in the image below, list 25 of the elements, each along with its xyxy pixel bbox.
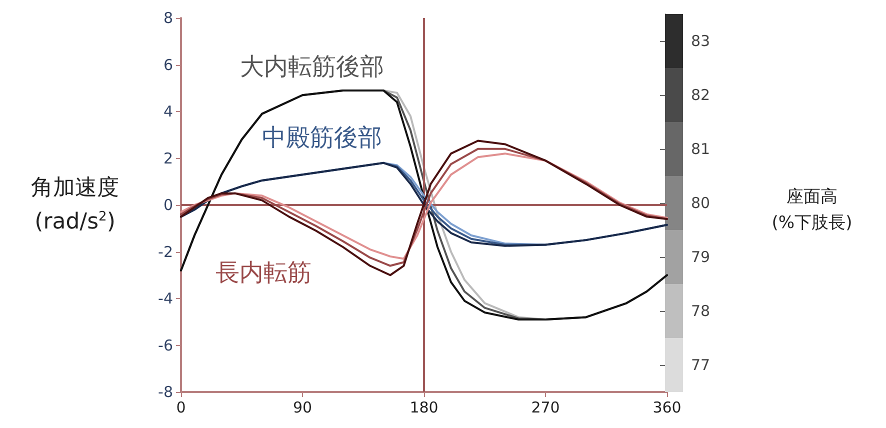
x-tick-label: 90 <box>292 398 312 416</box>
y-tick-label: 2 <box>163 149 173 168</box>
color-bar-label: 80 <box>691 194 710 212</box>
y-tick-label: -2 <box>158 242 173 261</box>
y-tick-label: 8 <box>163 9 173 27</box>
x-tick-label: 360 <box>652 398 682 416</box>
y-tick-label: 0 <box>163 196 173 214</box>
color-bar-title: 座面高 (%下肢長) <box>772 187 852 233</box>
color-bar-label: 81 <box>691 140 710 158</box>
color-bar-label: 82 <box>691 86 710 104</box>
y-tick-label: 4 <box>163 102 173 120</box>
color-bar-label: 83 <box>691 32 710 50</box>
y-tick-label: -6 <box>158 336 173 354</box>
y-tick-label: -4 <box>158 290 173 308</box>
y-tick-label: -8 <box>158 383 173 401</box>
color-bar-label: 77 <box>691 356 710 374</box>
color-bar-label: 79 <box>691 248 710 266</box>
annotation: 長内転筋 <box>216 258 312 286</box>
color-bar-label: 78 <box>691 302 710 320</box>
x-tick-label: 180 <box>410 398 438 416</box>
annotation: 中殿筋後部 <box>262 124 382 152</box>
annotation: 大内転筋後部 <box>240 52 384 81</box>
x-tick-label: 270 <box>531 398 560 416</box>
y-tick-label: 6 <box>163 56 173 74</box>
x-tick-label: 0 <box>176 398 186 416</box>
